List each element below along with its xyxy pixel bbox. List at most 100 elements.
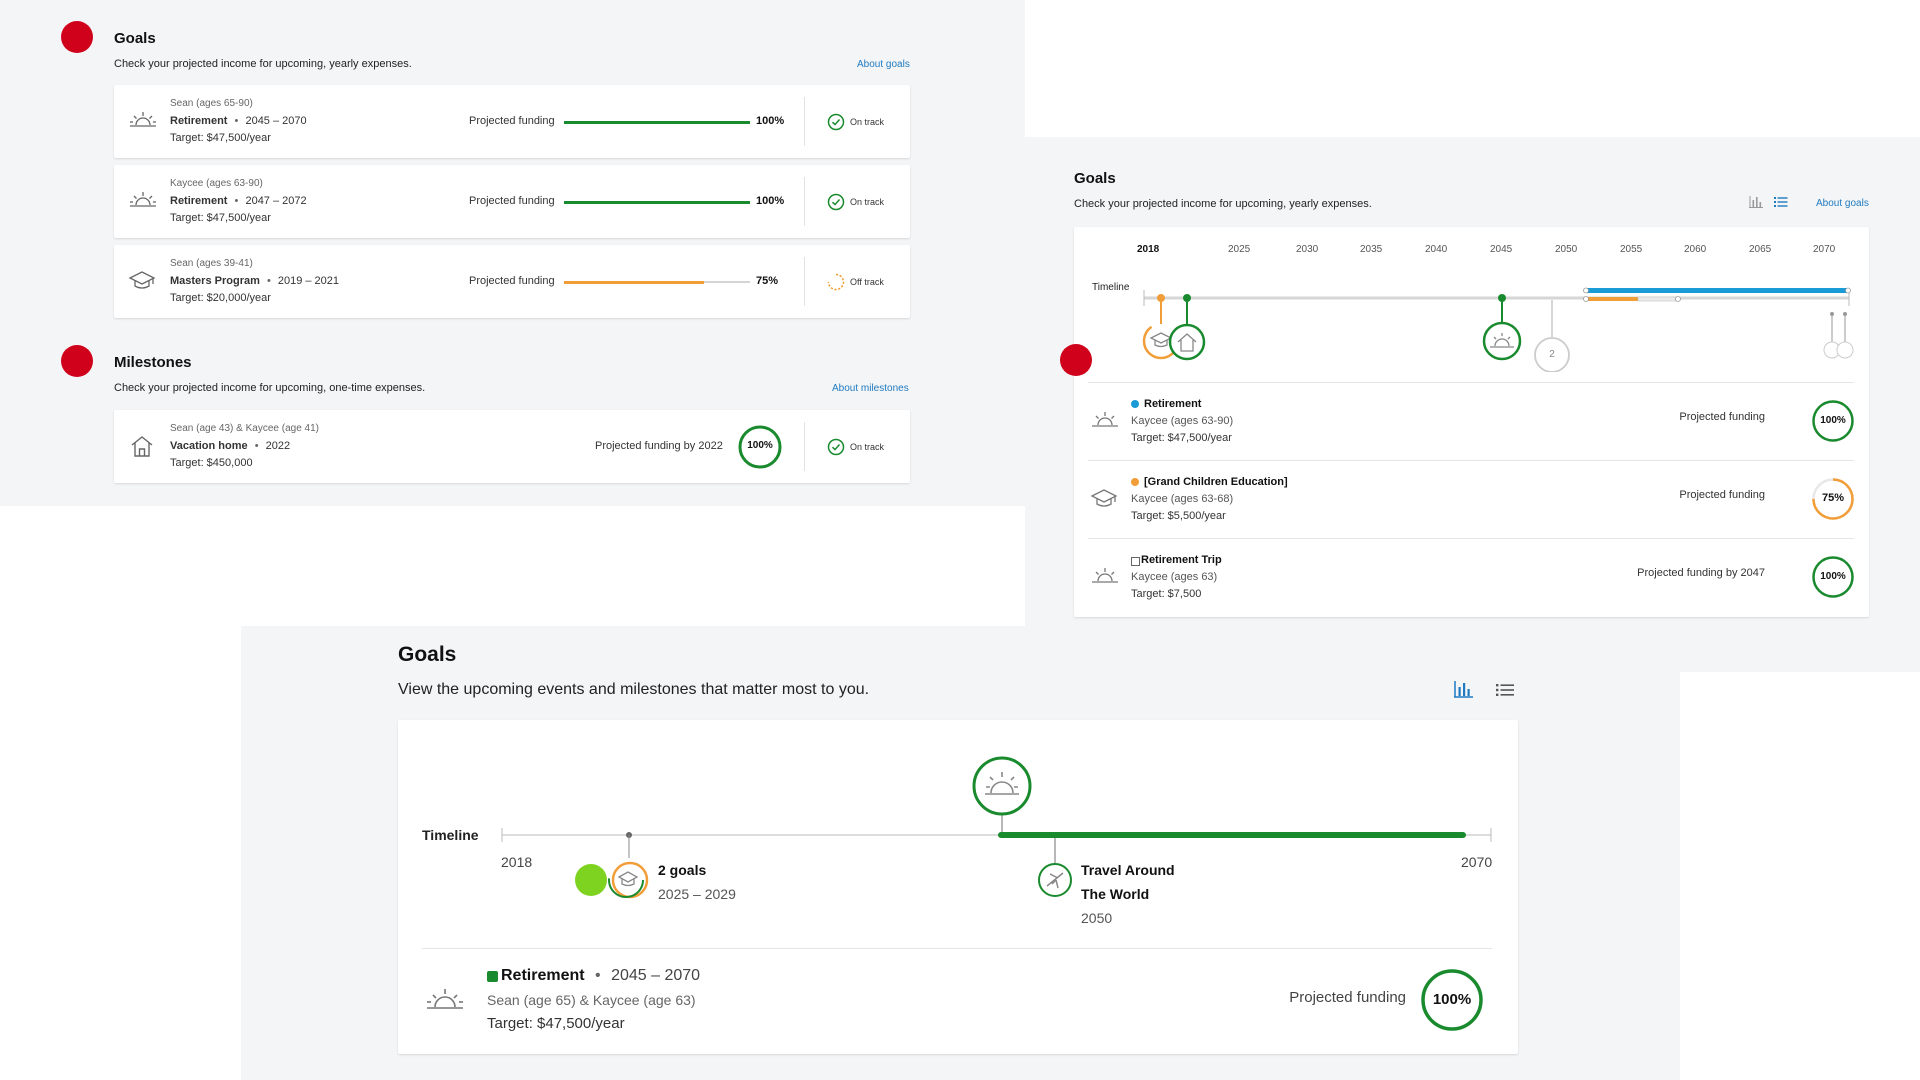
about-goals-link[interactable]: About goals	[1816, 198, 1869, 209]
goals-panel-list: Goals Check your projected income for up…	[0, 0, 1025, 506]
goal-name: Masters Program	[170, 275, 260, 287]
year-label: 2045	[1490, 244, 1513, 255]
timeline-chart	[501, 756, 1492, 899]
milestone-person: Sean (age 43) & Kaycee (age 41)	[170, 423, 319, 434]
goal-person: Sean (age 65) & Kaycee (age 63)	[487, 992, 696, 1008]
funding-progress-fill	[564, 120, 750, 124]
partial-circle-icon	[827, 273, 845, 291]
goal-row[interactable]: Retirement • 2045 – 2070 Sean (age 65) &…	[398, 949, 1518, 1053]
funding-ring	[1812, 478, 1854, 520]
goal-target: Target: $20,000/year	[170, 292, 271, 304]
graduation-cap-icon	[617, 871, 639, 887]
goal-card[interactable]: Sean (ages 39-41) Masters Program • 2019…	[114, 245, 910, 318]
bar-chart-view-icon[interactable]	[1454, 681, 1473, 698]
funding-ring	[1421, 969, 1483, 1031]
cluster-count[interactable]: 2	[1549, 349, 1555, 360]
education-marker-ring	[611, 861, 649, 899]
cluster-title[interactable]: 2 goals	[658, 862, 707, 878]
goal-row[interactable]: Retirement Kaycee (ages 63-90) Target: $…	[1074, 383, 1869, 459]
goal-target: Target: $47,500/year	[170, 132, 271, 144]
cluster-green-dot	[575, 864, 607, 896]
funding-percent: 100%	[1432, 991, 1472, 1008]
event-title-line2[interactable]: The World	[1081, 886, 1150, 902]
goal-title-line: Retirement • 2045 – 2070	[170, 115, 307, 127]
funding-progress-fill	[564, 200, 750, 204]
event-title-line1[interactable]: Travel Around	[1081, 862, 1175, 878]
timeline-label: Timeline	[1092, 282, 1130, 293]
retirement-marker-ring	[1482, 321, 1522, 361]
milestone-year: 2022	[265, 440, 291, 452]
status-label: On track	[850, 197, 885, 207]
goals-title: Goals	[398, 643, 457, 666]
milestone-target: Target: $450,000	[170, 457, 253, 469]
funding-progress-bar	[564, 280, 750, 284]
graduation-cap-icon	[128, 271, 156, 289]
about-milestones-link[interactable]: About milestones	[832, 383, 909, 394]
year-label: 2018	[1137, 244, 1160, 255]
sunrise-icon	[130, 192, 156, 207]
goals-panel-timeline-small: Goals Check your projected income for up…	[1025, 137, 1920, 672]
goal-name: Retirement	[170, 195, 228, 207]
goal-color-marker	[1131, 557, 1140, 566]
home-marker-ring	[1168, 323, 1206, 361]
funding-label: Projected funding	[469, 115, 555, 127]
goal-years: 2045 – 2070	[245, 115, 307, 127]
timeline-card: Timeline 2018 2070 2 goals 2025 – 2029	[398, 720, 1518, 1054]
retirement-range-bar	[1586, 288, 1848, 293]
status-label: On track	[850, 442, 885, 452]
annotation-marker	[1060, 344, 1092, 376]
goal-name: Retirement	[1144, 398, 1202, 410]
goals-subtitle: Check your projected income for upcoming…	[1074, 198, 1372, 210]
retirement-marker-ring	[972, 756, 1032, 816]
goal-color-marker	[1131, 478, 1139, 486]
house-icon	[1177, 333, 1197, 352]
goal-row[interactable]: [Grand Children Education] Kaycee (ages …	[1074, 461, 1869, 537]
goal-person: Kaycee (ages 63-90)	[170, 178, 263, 189]
goal-target: Target: $47,500/year	[170, 212, 271, 224]
annotation-marker	[61, 345, 93, 377]
goal-card[interactable]: Kaycee (ages 63-90) Retirement • 2047 – …	[114, 165, 910, 238]
goal-color-marker	[1131, 400, 1139, 408]
goal-years: 2019 – 2021	[277, 275, 340, 287]
year-label: 2040	[1425, 244, 1448, 255]
goal-card[interactable]: Sean (ages 65-90) Retirement • 2045 – 20…	[114, 85, 910, 158]
milestone-title-line: Vacation home • 2022	[170, 440, 291, 452]
goal-name: Retirement Trip	[1141, 554, 1222, 566]
annotation-marker	[61, 21, 93, 53]
goals-title: Goals	[1074, 170, 1116, 187]
funding-ring	[1812, 556, 1854, 598]
sunrise-icon	[1092, 568, 1118, 583]
graduation-cap-icon	[1090, 489, 1118, 507]
goal-name: Retirement	[501, 967, 585, 984]
year-label: 2055	[1620, 244, 1643, 255]
list-view-icon[interactable]	[1496, 684, 1514, 696]
milestones-title: Milestones	[114, 354, 192, 371]
funding-ring	[738, 425, 782, 469]
sunrise-icon	[1490, 333, 1514, 348]
goals-subtitle: Check your projected income for upcoming…	[114, 58, 412, 70]
milestone-card[interactable]: Sean (age 43) & Kaycee (age 41) Vacation…	[114, 410, 910, 483]
goal-years: 2047 – 2072	[245, 195, 307, 207]
check-circle-icon	[827, 438, 845, 456]
funding-label: Projected funding	[469, 195, 555, 207]
sunrise-icon	[1092, 412, 1118, 427]
goal-person: Sean (ages 39-41)	[170, 258, 253, 269]
goal-row[interactable]: Retirement Trip Kaycee (ages 63) Target:…	[1074, 539, 1869, 615]
event-year: 2050	[1081, 910, 1113, 926]
bar-chart-view-icon[interactable]	[1749, 196, 1763, 208]
sunrise-icon	[427, 989, 463, 1009]
home-marker-dot	[1183, 294, 1191, 302]
sunrise-icon	[985, 772, 1019, 795]
about-goals-link[interactable]: About goals	[857, 59, 910, 70]
list-view-icon[interactable]	[1774, 197, 1788, 207]
cluster-years: 2025 – 2029	[658, 886, 736, 902]
check-circle-icon	[827, 113, 845, 131]
funding-percent: 100%	[756, 195, 785, 207]
status-label: Off track	[850, 277, 884, 287]
cluster-marker-ring	[1534, 337, 1570, 372]
funding-percent: 75%	[1821, 492, 1845, 504]
funding-percent: 100%	[1820, 571, 1846, 582]
goal-person: Sean (ages 65-90)	[170, 98, 253, 109]
goal-name: [Grand Children Education]	[1144, 476, 1288, 488]
year-label: 2050	[1555, 244, 1578, 255]
